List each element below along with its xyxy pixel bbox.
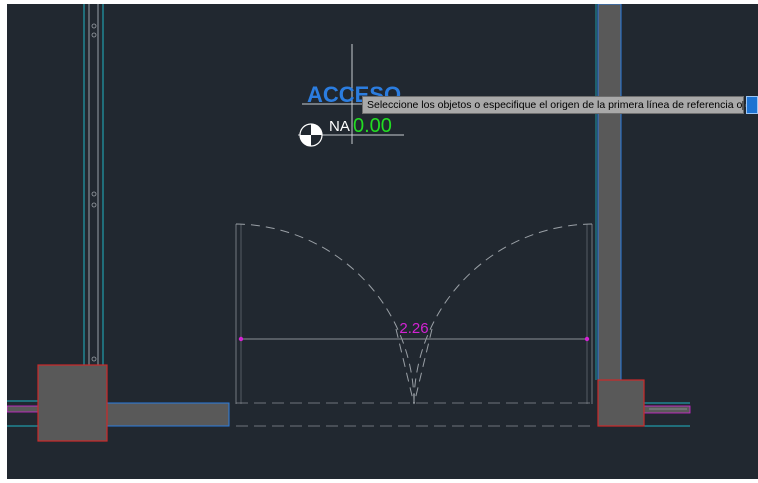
right-column (597, 379, 645, 427)
options-icon[interactable] (742, 100, 749, 110)
cad-drawing: 2.26 ACCESO NA 0.00 (7, 4, 691, 442)
right-wall (595, 4, 622, 381)
double-door (235, 223, 593, 427)
drawing-canvas[interactable]: 2.26 ACCESO NA 0.00 Seleccione los objet… (7, 4, 758, 479)
bottom-right-wall (643, 402, 691, 427)
level-prefix: NA (329, 118, 350, 135)
command-prompt-tooltip: Seleccione los objetos o especifique el … (362, 96, 749, 114)
level-marker-icon (298, 123, 404, 147)
left-wall (83, 4, 104, 409)
dimension-line (238, 336, 590, 342)
command-prompt-text: Seleccione los objetos o especifique el … (367, 99, 743, 111)
dynamic-input-field[interactable] (746, 96, 758, 114)
dimension-label: 2.26 (399, 320, 428, 337)
left-column (37, 364, 108, 442)
level-value: 0.00 (353, 115, 392, 137)
